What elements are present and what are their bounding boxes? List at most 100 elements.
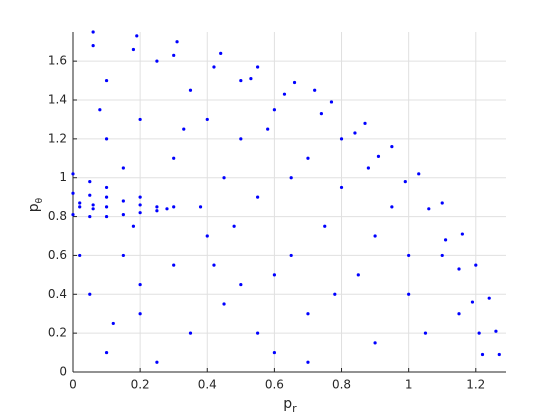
- point: [175, 40, 179, 44]
- point: [131, 47, 136, 52]
- x-axis-label: pr: [283, 396, 297, 415]
- point: [104, 137, 109, 141]
- point: [282, 92, 287, 96]
- point: [480, 352, 485, 357]
- point: [172, 205, 176, 209]
- point: [155, 205, 159, 209]
- point: [182, 127, 186, 131]
- point: [407, 253, 411, 258]
- x-tick-label: 0.4: [198, 378, 217, 392]
- point: [155, 59, 159, 63]
- point: [339, 185, 344, 190]
- point: [457, 267, 461, 271]
- point: [71, 191, 75, 195]
- point: [78, 205, 82, 209]
- point: [333, 292, 337, 296]
- point: [443, 238, 448, 242]
- point: [104, 78, 109, 83]
- point: [172, 53, 176, 57]
- point: [256, 331, 260, 335]
- point: [155, 209, 159, 213]
- y-tick-label: 0.6: [48, 248, 67, 262]
- point: [212, 263, 216, 267]
- y-axis-label: pθ: [26, 197, 45, 212]
- point: [256, 195, 260, 199]
- point: [222, 302, 226, 306]
- point: [239, 78, 243, 83]
- point: [88, 292, 92, 296]
- y-tick-label: 0.2: [48, 326, 67, 340]
- point: [460, 232, 464, 236]
- point: [138, 203, 142, 207]
- point: [390, 205, 394, 209]
- point: [440, 201, 444, 205]
- point: [232, 224, 236, 228]
- point: [373, 234, 377, 238]
- point: [319, 112, 323, 116]
- point: [138, 211, 142, 215]
- point: [306, 360, 310, 364]
- point: [272, 350, 276, 355]
- point: [366, 166, 370, 170]
- point: [138, 117, 142, 122]
- point: [313, 88, 317, 92]
- point: [219, 51, 223, 55]
- y-tick-label: 0.4: [48, 287, 67, 301]
- x-tick-label: 0.8: [332, 378, 351, 392]
- point: [88, 214, 92, 219]
- y-tick-label: 1.2: [48, 131, 67, 145]
- point: [494, 329, 498, 333]
- point: [487, 296, 491, 300]
- point: [91, 30, 95, 34]
- point: [111, 321, 115, 326]
- point: [289, 253, 293, 258]
- point: [91, 44, 95, 48]
- point: [88, 193, 92, 197]
- point: [363, 121, 367, 125]
- point: [306, 312, 310, 316]
- point: [339, 137, 344, 141]
- point: [477, 331, 481, 335]
- point: [292, 80, 297, 85]
- point: [323, 224, 327, 228]
- point: [121, 166, 125, 170]
- point: [239, 137, 243, 141]
- point: [138, 195, 142, 199]
- point: [353, 131, 357, 135]
- point: [135, 34, 139, 38]
- point: [104, 214, 109, 219]
- point: [427, 207, 431, 211]
- point: [249, 77, 253, 81]
- point: [256, 65, 260, 69]
- point: [272, 108, 276, 112]
- x-tick-label: 0.6: [265, 378, 284, 392]
- x-tick-label: 1.2: [466, 378, 485, 392]
- x-tick-label: 1: [405, 378, 413, 392]
- y-tick-label: 0.8: [48, 209, 67, 223]
- point: [272, 273, 276, 277]
- point: [131, 224, 136, 228]
- point: [205, 117, 209, 122]
- point: [289, 176, 293, 180]
- point: [91, 207, 95, 211]
- point: [121, 253, 125, 258]
- x-tick-label: 0: [69, 378, 77, 392]
- point: [329, 100, 334, 104]
- point: [172, 263, 176, 267]
- point: [98, 108, 102, 112]
- point: [474, 263, 478, 267]
- point: [403, 180, 407, 184]
- point: [104, 350, 109, 355]
- point: [78, 253, 82, 258]
- point: [239, 282, 243, 287]
- point: [172, 156, 176, 160]
- point: [440, 253, 444, 258]
- point: [222, 176, 226, 180]
- point: [376, 154, 381, 158]
- point: [71, 213, 75, 217]
- point: [91, 203, 95, 207]
- point: [78, 201, 82, 205]
- point: [121, 199, 125, 203]
